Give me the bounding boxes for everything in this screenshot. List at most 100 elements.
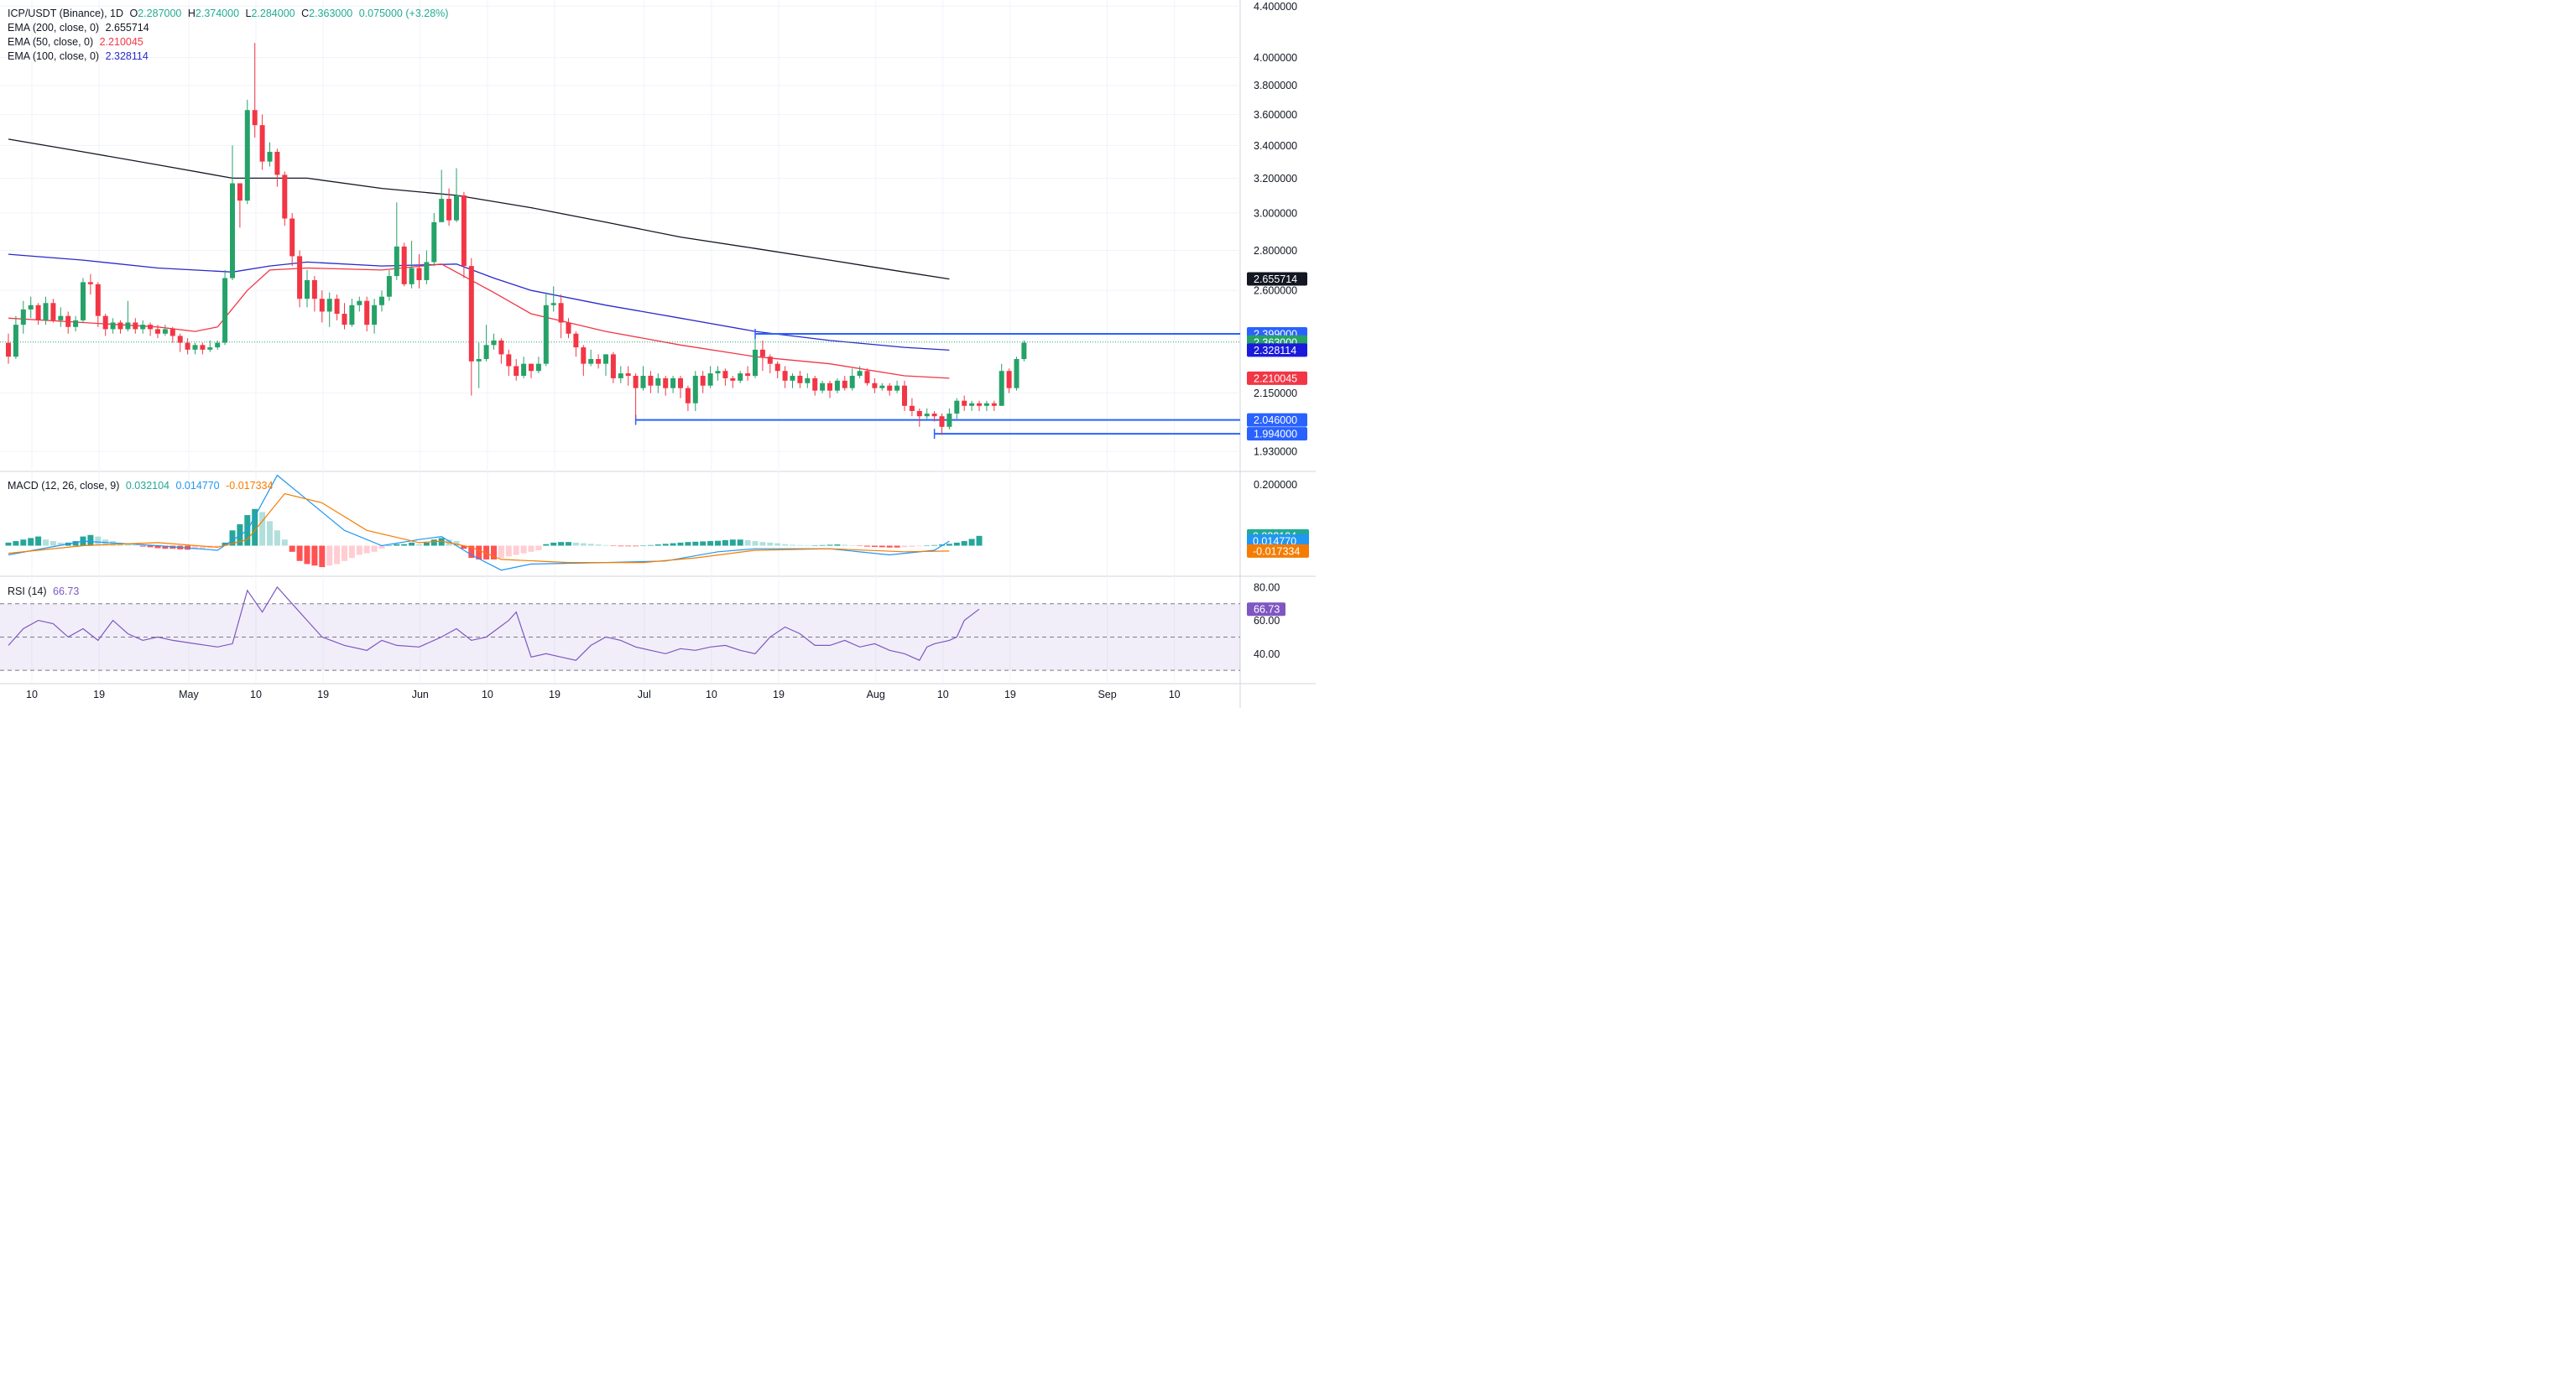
macd-histogram-bar (842, 544, 848, 546)
candle-body (692, 376, 698, 403)
macd-histogram-bar (625, 545, 632, 547)
candle-body (573, 333, 579, 348)
time-axis: 10 19 May 10 19 Jun 10 19 Jul 10 19 Aug 10 19 Sep 10 (26, 0, 1181, 700)
candle (491, 333, 497, 350)
candle-body (977, 403, 982, 406)
candle-body (169, 329, 175, 336)
macd-value-tag: -0.017334 (1247, 544, 1309, 558)
candle-body (782, 371, 788, 381)
candle-body (424, 262, 430, 280)
candle (319, 290, 325, 323)
candle-body (282, 174, 288, 219)
candle (185, 338, 190, 355)
candle (95, 282, 101, 327)
candle-body (140, 325, 146, 330)
candle (311, 276, 317, 312)
macd-histogram-bar (147, 545, 154, 548)
candle-body (416, 268, 422, 280)
candle-body (633, 376, 639, 388)
macd-histogram-bar (468, 545, 475, 559)
ema100-legend: EMA (100, close, 0) 2.328114 (8, 50, 152, 62)
macd-histogram-bar (774, 543, 781, 546)
price-tag-box (1247, 371, 1307, 385)
price-tick-label: 3.600000 (1254, 109, 1297, 121)
candle (931, 410, 937, 422)
macd-histogram-bar (401, 544, 408, 546)
candle (334, 294, 340, 320)
macd-histogram-bar (363, 545, 370, 554)
rsi-value-tag: 66.73 (1247, 602, 1285, 617)
candle-body (849, 376, 855, 388)
candle-body (244, 110, 250, 201)
candle-body (759, 349, 765, 357)
candle (625, 366, 631, 386)
macd-histogram-bar (229, 530, 236, 546)
candle-body (894, 385, 900, 391)
macd-histogram-bar (409, 542, 415, 546)
candle (468, 258, 474, 396)
candle-body (864, 371, 870, 383)
candle (581, 345, 587, 377)
candle-body (939, 416, 945, 427)
candle (864, 368, 870, 386)
macd-histogram-bar (281, 539, 288, 546)
macd-histogram-bar (640, 545, 646, 547)
candle (759, 340, 765, 372)
candle (58, 307, 64, 327)
macd-histogram-bar (87, 534, 94, 546)
price-tag-label: 2.046000 (1254, 414, 1297, 426)
candle (558, 294, 564, 339)
candle (946, 408, 952, 430)
candle-body (767, 357, 773, 364)
candle (648, 371, 654, 393)
candle-body (289, 218, 295, 257)
macd-histogram-bar (587, 544, 594, 546)
macd-histogram-bar (647, 544, 654, 546)
candle-body (827, 383, 832, 391)
candle (797, 371, 803, 388)
macd-histogram-bar (811, 545, 818, 546)
macd-histogram-bar (864, 545, 870, 547)
candle (790, 373, 795, 388)
macd-histogram-bar (700, 541, 707, 546)
price-tag-box (1247, 343, 1307, 357)
macd-histogram-bar (498, 545, 504, 559)
candle (983, 400, 989, 411)
macd-line-value: 0.014770 (175, 480, 220, 492)
rsi-tag-box (1247, 602, 1285, 617)
rsi-tick-label: 80.00 (1254, 581, 1280, 593)
macd-histogram-bar (505, 545, 512, 557)
macd-label: MACD (12, 26, close, 9) (8, 480, 120, 492)
macd-histogram-bar (520, 545, 527, 554)
candle (529, 363, 534, 378)
price-tick-label: 3.400000 (1254, 140, 1297, 152)
candle (812, 376, 818, 396)
macd-histogram-bar (602, 544, 609, 546)
candle (640, 366, 646, 391)
macd-histogram-bar (57, 542, 64, 546)
price-tick-label: 2.600000 (1254, 285, 1297, 297)
candle (207, 340, 213, 352)
chart-root: 4.400000 4.000000 3.800000 3.600000 3.400000… (0, 0, 1316, 708)
ema50-label: EMA (50, close, 0) (8, 36, 94, 48)
candle (678, 376, 683, 398)
macd-histogram-bar (476, 545, 482, 559)
price-tag-label: 1.994000 (1254, 429, 1297, 440)
candle (73, 315, 79, 332)
macd-histogram-bar (378, 545, 385, 549)
macd-histogram-bar (670, 543, 676, 546)
macd-histogram-bar (558, 542, 565, 546)
candle-body (6, 342, 11, 357)
ema200-line (8, 138, 950, 280)
macd-histogram-bar (483, 545, 490, 559)
candle (357, 296, 362, 312)
rsi-legend: RSI (14) 66.73 (8, 586, 82, 597)
macd-histogram-bar (692, 541, 699, 546)
macd-histogram-bar (50, 541, 56, 546)
candle-body (409, 268, 415, 284)
candle-body (230, 183, 235, 278)
macd-histogram-bar (139, 545, 146, 547)
candle-body (364, 300, 370, 325)
symbol-pair: ICP/USDT (Binance), 1D (8, 8, 124, 19)
candle (274, 148, 280, 187)
